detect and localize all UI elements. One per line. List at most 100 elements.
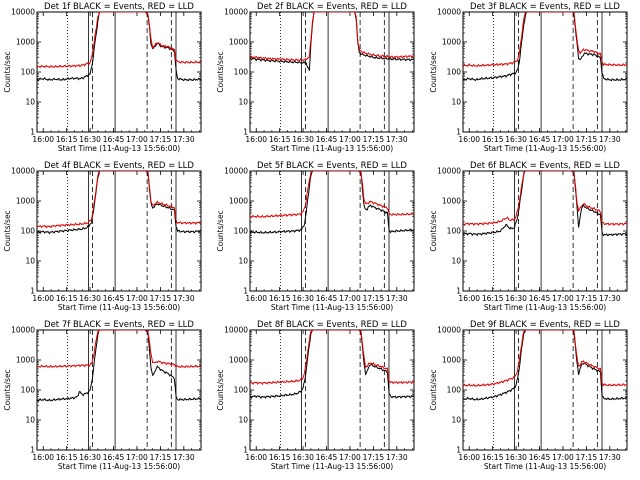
subplot-4: Det 4f BLACK = Events, RED = LLD 1 10 100 10… [3,161,202,312]
x-tick-label: 17:15 [150,135,172,144]
x-tick-label: 17:30 [599,294,621,303]
x-tick-label: 16:15 [269,135,291,144]
subplot-7: Det 7f BLACK = Events, RED = LLD 1 10 100 10… [3,320,202,471]
x-tick-label: 17:00 [339,453,361,462]
y-tick-label: 100 [447,68,462,77]
x-tick-label: 16:00 [245,294,267,303]
x-axis-label: Start Time (11-Aug-13 15:56:00) [484,462,606,471]
y-tick-label: 100 [447,227,462,236]
x-tick-label: 17:30 [386,294,408,303]
x-tick-label: 17:00 [126,135,148,144]
x-tick-label: 16:30 [79,294,101,303]
series-line-lld [463,330,627,387]
x-tick-label: 17:30 [173,135,195,144]
x-tick-label: 16:00 [458,294,480,303]
x-tick-label: 16:45 [103,135,125,144]
x-tick-label: 16:45 [103,294,125,303]
x-tick-label: 16:15 [482,294,504,303]
subplot-3: Det 3f BLACK = Events, RED = LLD 1 10 100 10… [429,2,628,153]
subplot-title: Det 2f BLACK = Events, RED = LLD [257,2,407,12]
y-tick-label: 100 [447,386,462,395]
x-tick-label: 17:15 [150,294,172,303]
x-tick-label: 16:00 [458,453,480,462]
x-axis-label: Start Time (11-Aug-13 15:56:00) [484,303,606,312]
x-tick-label: 16:45 [316,294,338,303]
y-tick-label: 100 [21,68,36,77]
x-tick-label: 16:00 [458,135,480,144]
y-axis-label: Counts/sec [216,369,225,410]
y-axis-label: Counts/sec [216,51,225,92]
y-tick-label: 1 [243,287,248,296]
x-axis-label: Start Time (11-Aug-13 15:56:00) [58,144,180,153]
y-tick-label: 1 [30,287,35,296]
series-line-events [250,12,414,71]
series-line-events [463,12,627,82]
y-tick-label: 10 [25,98,35,107]
subplot-6: Det 6f BLACK = Events, RED = LLD 1 10 100 10… [429,161,628,312]
y-tick-label: 100 [21,227,36,236]
series-line-lld [37,330,201,369]
series-line-lld [463,12,627,68]
series-line-lld [250,12,414,62]
y-tick-label: 10000 [437,8,461,17]
y-tick-label: 10 [451,416,461,425]
series-line-events [250,171,414,234]
x-tick-label: 16:30 [505,135,527,144]
subplot-title: Det 4f BLACK = Events, RED = LLD [44,161,194,171]
x-axis-label: Start Time (11-Aug-13 15:56:00) [484,144,606,153]
x-tick-label: 16:30 [505,294,527,303]
series-line-events [37,12,201,82]
x-tick-label: 16:45 [529,294,551,303]
y-tick-label: 100 [234,386,249,395]
x-tick-label: 16:15 [269,294,291,303]
x-tick-label: 17:30 [173,453,195,462]
y-tick-label: 100 [234,68,249,77]
y-tick-label: 1000 [16,197,35,206]
y-tick-label: 1000 [16,356,35,365]
x-tick-label: 16:30 [292,294,314,303]
x-axis-label: Start Time (11-Aug-13 15:56:00) [271,462,393,471]
x-axis-label: Start Time (11-Aug-13 15:56:00) [58,303,180,312]
y-tick-label: 10000 [11,8,35,17]
series-line-events [463,171,627,237]
x-tick-label: 17:30 [386,453,408,462]
y-tick-label: 10 [238,416,248,425]
y-axis-label: Counts/sec [429,51,438,92]
y-tick-label: 1000 [229,38,248,47]
y-tick-label: 10000 [224,167,248,176]
x-tick-label: 16:30 [505,453,527,462]
y-tick-label: 1 [456,287,461,296]
x-tick-label: 16:15 [482,453,504,462]
x-axis-label: Start Time (11-Aug-13 15:56:00) [271,144,393,153]
x-tick-label: 16:45 [316,453,338,462]
x-tick-label: 17:30 [173,294,195,303]
x-tick-label: 17:15 [576,453,598,462]
x-tick-label: 17:00 [552,453,574,462]
x-tick-label: 17:30 [599,453,621,462]
x-tick-label: 17:15 [576,294,598,303]
y-axis-label: Counts/sec [3,51,12,92]
y-tick-label: 1000 [442,38,461,47]
series-line-lld [37,12,201,69]
x-tick-label: 16:15 [56,453,78,462]
y-tick-label: 1000 [16,38,35,47]
x-tick-label: 17:00 [126,294,148,303]
y-tick-label: 10 [238,98,248,107]
subplot-8: Det 8f BLACK = Events, RED = LLD 1 10 100 10… [216,320,415,471]
y-tick-label: 1 [243,128,248,137]
x-tick-label: 16:00 [32,135,54,144]
y-tick-label: 100 [234,227,249,236]
subplot-title: Det 6f BLACK = Events, RED = LLD [470,161,620,171]
series-line-lld [37,171,201,229]
x-tick-label: 17:15 [363,453,385,462]
y-tick-label: 10 [451,257,461,266]
x-tick-label: 17:00 [552,135,574,144]
x-tick-label: 16:30 [79,453,101,462]
y-tick-label: 10000 [11,326,35,335]
subplot-1: Det 1f BLACK = Events, RED = LLD 1 10 100 10… [3,2,202,153]
x-tick-label: 17:15 [363,135,385,144]
y-tick-label: 1 [456,128,461,137]
x-tick-label: 17:00 [339,294,361,303]
y-axis-label: Counts/sec [3,369,12,410]
series-line-lld [250,330,414,386]
